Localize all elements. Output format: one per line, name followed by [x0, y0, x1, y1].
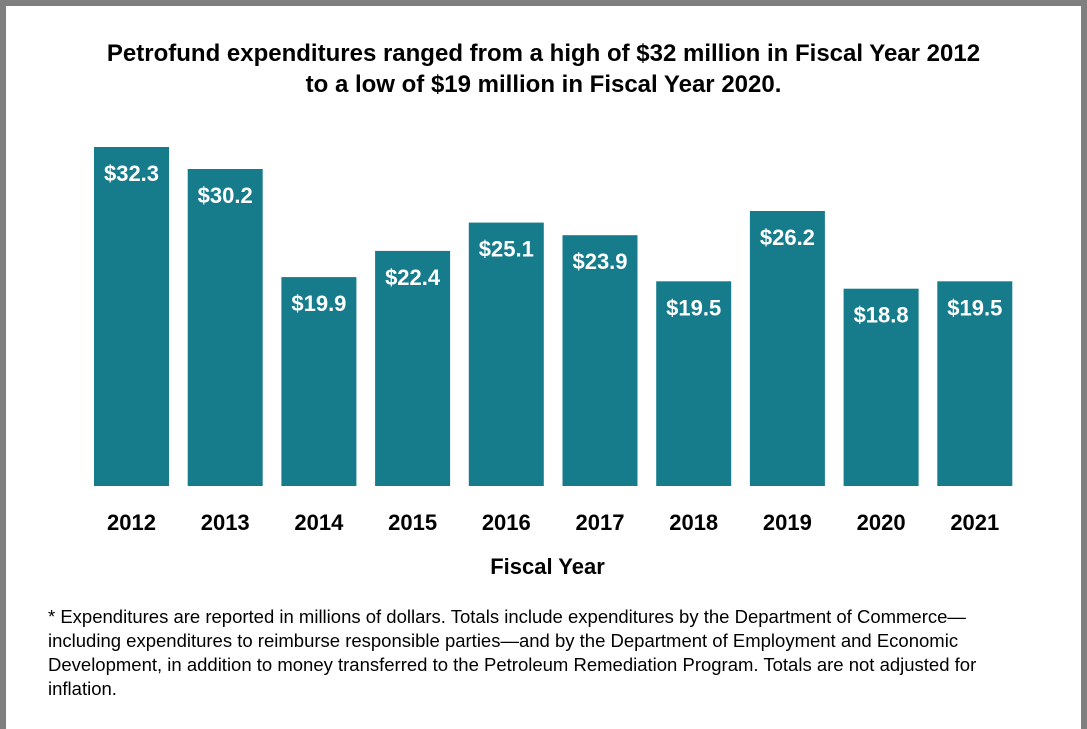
chart-title-line-1: Petrofund expenditures ranged from a hig… — [106, 40, 981, 67]
bar-2021 — [937, 281, 1013, 486]
bar-2018 — [656, 281, 732, 486]
data-label-2016: $25.1 — [479, 237, 534, 262]
x-tick-label-2014: 2014 — [294, 510, 344, 535]
bar-2014 — [281, 277, 357, 486]
bar-2019 — [749, 211, 825, 486]
x-tick-label-2012: 2012 — [107, 510, 156, 535]
bar-2017 — [562, 235, 638, 486]
data-label-2013: $30.2 — [198, 183, 253, 208]
bar-2020 — [843, 288, 919, 486]
data-label-2018: $19.5 — [666, 295, 721, 320]
data-label-2021: $19.5 — [947, 295, 1002, 320]
bar-2015 — [375, 250, 451, 486]
bar-2016 — [468, 222, 544, 486]
x-tick-label-2021: 2021 — [950, 510, 999, 535]
data-label-2015: $22.4 — [385, 265, 441, 290]
bar-2013 — [187, 169, 263, 486]
x-axis-label: Fiscal Year — [490, 554, 605, 579]
x-tick-label-2015: 2015 — [388, 510, 437, 535]
data-label-2014: $19.9 — [291, 291, 346, 316]
footnote: * Expenditures are reported in millions … — [48, 606, 977, 699]
bar-2012 — [94, 147, 169, 486]
x-tick-label-2017: 2017 — [576, 510, 625, 535]
x-tick-label-2018: 2018 — [669, 510, 718, 535]
x-tick-label-2019: 2019 — [763, 510, 812, 535]
x-tick-label-2013: 2013 — [201, 510, 250, 535]
data-label-2020: $18.8 — [854, 303, 909, 328]
x-tick-label-2016: 2016 — [482, 510, 531, 535]
x-tick-label-2020: 2020 — [857, 510, 906, 535]
chart-title-line-2: to a low of $19 million in Fiscal Year 2… — [305, 71, 782, 98]
data-label-2017: $23.9 — [572, 249, 627, 274]
chart-title: Petrofund expenditures ranged from a hig… — [40, 38, 1047, 100]
data-label-2019: $26.2 — [760, 225, 815, 250]
data-label-2012: $32.3 — [104, 161, 159, 186]
